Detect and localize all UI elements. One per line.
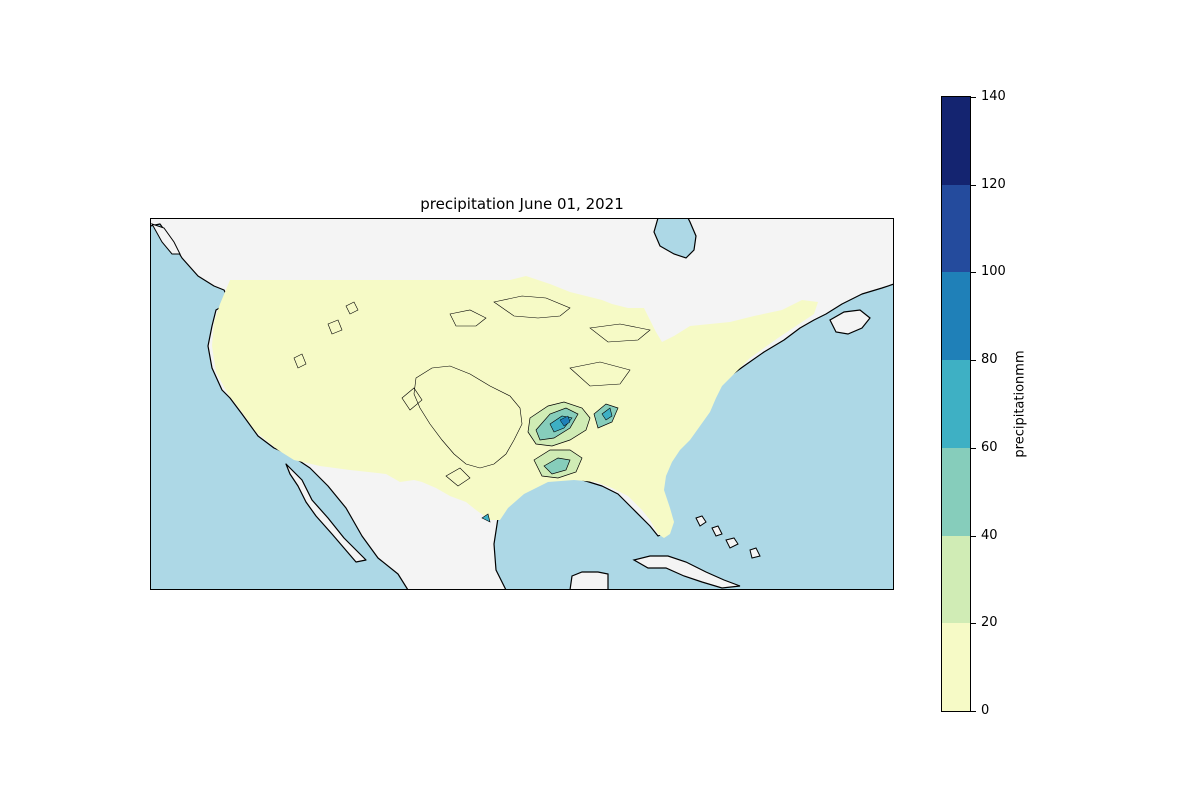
newfoundland [829,309,871,335]
colorbar-axis-label: precipitationmm [1012,350,1028,458]
colorbar-tick-label: 100 [981,264,1006,280]
bahamas [695,515,761,559]
colorbar-tick-label: 20 [981,615,998,631]
colorbar-bin-120-140 [942,97,970,185]
colorbar-bin-0-20 [942,623,970,711]
colorbar-tick-label: 120 [981,176,1006,192]
colorbar-tick-mark [971,360,976,362]
colorbar-tick-mark [971,447,976,449]
vancouver-island [150,223,181,255]
map-title: precipitation June 01, 2021 [420,195,624,213]
yucatan [569,571,609,590]
colorbar-tick-mark [971,272,976,274]
colorbar-bin-60-80 [942,360,970,448]
colorbar-bin-40-60 [942,447,970,536]
colorbar-tick-mark [971,97,976,98]
precipitation-80-100-region [559,415,571,427]
map-panel [150,218,894,590]
cuba [632,555,741,589]
colorbar-tick-label: 140 [981,89,1006,104]
colorbar-tick-mark [971,711,976,712]
colorbar-tick-label: 80 [981,352,998,368]
hudson-bay [653,218,697,259]
baja-peninsula [285,463,367,563]
colorbar-tick-mark [971,535,976,537]
colorbar-bin-20-40 [942,535,970,624]
contiguous-us-precipitation [212,276,818,538]
colorbar-bin-80-100 [942,272,970,361]
colorbar-tick-label: 60 [981,439,998,455]
colorbar-tick-label: 0 [981,703,990,718]
colorbar-tick-label: 40 [981,527,998,543]
precipitation-contour-lines [293,295,651,487]
colorbar [941,96,971,712]
colorbar-bin-100-120 [942,184,970,273]
colorbar-tick-mark [971,623,976,625]
colorbar-tick-mark [971,184,976,186]
map-frame [150,218,894,590]
